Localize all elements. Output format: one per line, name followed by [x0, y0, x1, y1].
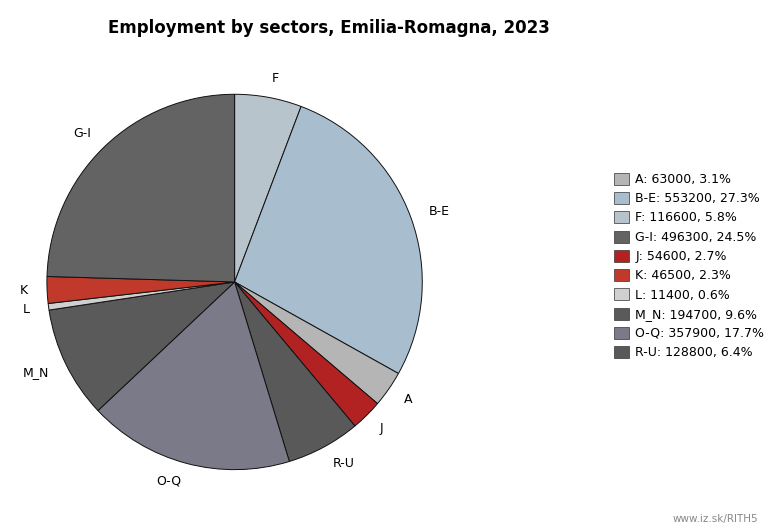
Wedge shape: [235, 282, 378, 426]
Text: K: K: [20, 284, 28, 297]
Wedge shape: [235, 94, 301, 282]
Text: L: L: [23, 303, 30, 316]
Text: A: A: [404, 393, 413, 406]
Wedge shape: [235, 282, 355, 461]
Text: G-I: G-I: [73, 127, 91, 140]
Wedge shape: [48, 282, 235, 310]
Text: www.iz.sk/RITH5: www.iz.sk/RITH5: [673, 514, 759, 524]
Wedge shape: [235, 106, 422, 373]
Text: M_N: M_N: [23, 366, 49, 379]
Text: Employment by sectors, Emilia-Romagna, 2023: Employment by sectors, Emilia-Romagna, 2…: [107, 19, 550, 37]
Text: B-E: B-E: [429, 205, 450, 218]
Text: J: J: [380, 422, 383, 435]
Text: R-U: R-U: [333, 457, 355, 470]
Wedge shape: [47, 277, 235, 304]
Legend: A: 63000, 3.1%, B-E: 553200, 27.3%, F: 116600, 5.8%, G-I: 496300, 24.5%, J: 5460: A: 63000, 3.1%, B-E: 553200, 27.3%, F: 1…: [610, 169, 768, 363]
Text: F: F: [272, 72, 279, 86]
Wedge shape: [98, 282, 289, 470]
Wedge shape: [235, 282, 399, 404]
Text: O-Q: O-Q: [156, 475, 181, 488]
Wedge shape: [47, 94, 235, 282]
Wedge shape: [49, 282, 235, 411]
